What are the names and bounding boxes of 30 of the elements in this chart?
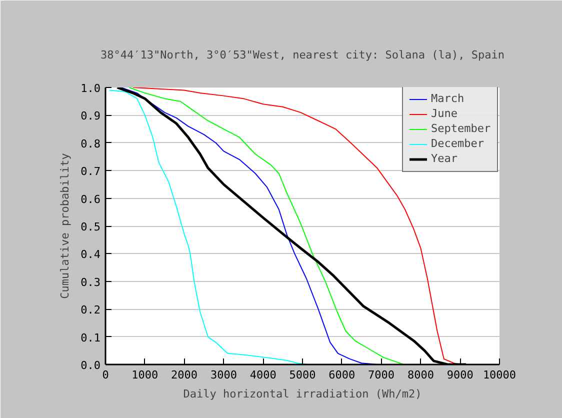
x-tick-label: 2000 <box>171 368 198 382</box>
legend-label: December <box>431 137 484 150</box>
y-axis-title: Cumulative probability <box>58 152 72 299</box>
y-tick-label: 0.4 <box>80 248 101 262</box>
x-tick-label: 8000 <box>407 368 434 382</box>
x-tick-label: 7000 <box>368 368 395 382</box>
legend-label: June <box>431 107 458 120</box>
legend-label: March <box>431 92 464 105</box>
y-tick-label: 0.7 <box>80 165 101 178</box>
y-tick-label: 0.6 <box>80 192 101 206</box>
x-tick-label: 1000 <box>132 368 158 382</box>
legend-label: September <box>431 122 491 135</box>
x-tick-label: 0 <box>102 368 109 382</box>
x-axis-title: Daily horizontal irradiation (Wh/m2) <box>183 388 422 400</box>
y-tick-label: 0.9 <box>80 110 101 123</box>
y-tick-label: 1.0 <box>80 82 101 95</box>
legend-label: Year <box>431 152 458 165</box>
x-tick-label: 6000 <box>328 368 356 382</box>
x-tick-label: 10000 <box>482 368 516 382</box>
x-tick-label: 5000 <box>289 368 316 382</box>
y-tick-label: 0.8 <box>80 137 101 150</box>
y-tick-label: 0.0 <box>80 359 101 372</box>
x-tick-label: 9000 <box>446 368 474 382</box>
y-tick-label: 0.3 <box>80 276 101 289</box>
x-tick-label: 4000 <box>250 368 276 382</box>
y-tick-label: 0.5 <box>80 220 101 234</box>
y-tick-label: 0.2 <box>80 304 101 317</box>
x-tick-label: 3000 <box>210 368 237 382</box>
chart-title: 38°44′13"North, 3°0′53"West, nearest city: Solana (la), Spain <box>100 48 504 62</box>
y-tick-label: 0.1 <box>80 331 101 344</box>
